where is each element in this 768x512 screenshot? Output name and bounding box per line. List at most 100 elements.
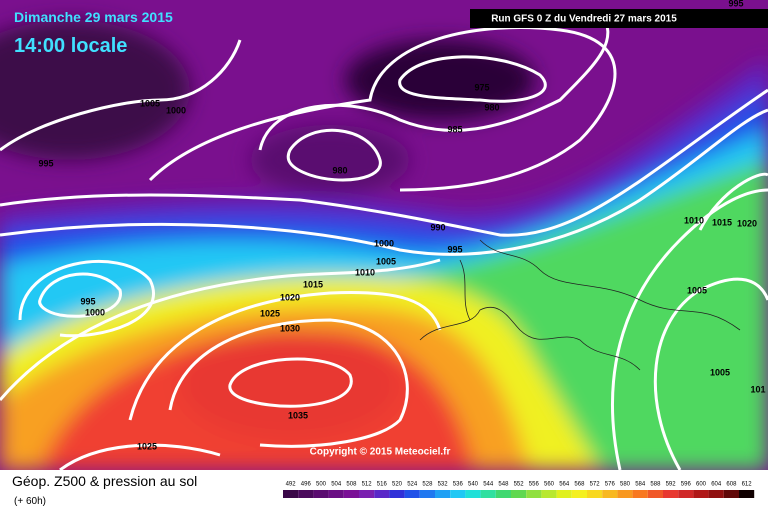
scale-label: 540 xyxy=(468,482,479,488)
isobar-label: 990 xyxy=(430,222,445,232)
scale-label: 612 xyxy=(742,482,753,488)
scale-cell xyxy=(723,490,739,498)
legend-lead: (+ 60h) xyxy=(14,496,46,507)
scale-label: 556 xyxy=(529,482,540,488)
isobar-label: 995 xyxy=(80,296,95,306)
scale-cell xyxy=(419,490,435,498)
isobar-labels: 1005100099597598098598099010009951005101… xyxy=(38,0,765,451)
scale-label: 560 xyxy=(544,482,555,488)
legend-title: Géop. Z500 & pression au sol xyxy=(12,473,197,489)
run-box xyxy=(470,9,768,28)
scale-cell xyxy=(450,490,466,498)
scale-label: 584 xyxy=(635,482,646,488)
isobar-label: 980 xyxy=(484,102,499,112)
isobar-label: 101 xyxy=(750,384,765,394)
isobar-label: 1030 xyxy=(280,323,300,333)
scale-cell xyxy=(511,490,527,498)
color-scale: 492 496 500 504 508 512 516 520 524 528 532 536 540 5… xyxy=(283,482,755,498)
scale-label: 592 xyxy=(666,482,677,488)
scale-cell xyxy=(465,490,481,498)
isobar-label: 980 xyxy=(332,165,347,175)
scale-cell xyxy=(556,490,572,498)
scale-cell xyxy=(328,490,344,498)
scale-cell xyxy=(602,490,618,498)
scale-cell xyxy=(678,490,694,498)
isobar-label: 1005 xyxy=(687,285,707,295)
isobar-label: 1020 xyxy=(737,218,757,228)
scale-cell xyxy=(495,490,511,498)
scale-label: 532 xyxy=(438,482,449,488)
isobar-label: 1005 xyxy=(376,256,396,266)
isobar-label: 1000 xyxy=(166,105,186,115)
scale-cell xyxy=(663,490,679,498)
isobar-label: 975 xyxy=(474,82,489,92)
scale-label: 508 xyxy=(346,482,357,488)
isobar-label: 995 xyxy=(447,244,462,254)
scale-label: 604 xyxy=(711,482,722,488)
scale-cell xyxy=(708,490,724,498)
isobars xyxy=(0,9,768,470)
scale-cell xyxy=(389,490,405,498)
isobar-label: 995 xyxy=(728,0,743,8)
isobar-label: 1010 xyxy=(355,267,375,277)
scale-label: 568 xyxy=(574,482,585,488)
scale-cell xyxy=(647,490,663,498)
scale-cell xyxy=(359,490,375,498)
scale-label: 608 xyxy=(726,482,737,488)
scale-label: 564 xyxy=(559,482,570,488)
field xyxy=(0,0,768,470)
scale-cell xyxy=(298,490,314,498)
scale-label: 600 xyxy=(696,482,707,488)
scale-cell xyxy=(617,490,633,498)
isobar-label: 1000 xyxy=(85,307,105,317)
scale-label: 500 xyxy=(316,482,327,488)
scale-label: 504 xyxy=(331,482,342,488)
scale-label: 572 xyxy=(590,482,601,488)
scale-cell xyxy=(632,490,648,498)
scale-label: 524 xyxy=(407,482,418,488)
scale-cell xyxy=(693,490,709,498)
isobar-label: 1000 xyxy=(374,238,394,248)
isobar-label: 1010 xyxy=(684,215,704,225)
scale-cell xyxy=(526,490,542,498)
scale-cell xyxy=(404,490,420,498)
run-info: Run GFS 0 Z du Vendredi 27 mars 2015 xyxy=(491,14,677,25)
scale-cell xyxy=(283,490,299,498)
isobar-label: 1005 xyxy=(710,367,730,377)
scale-cell xyxy=(343,490,359,498)
scale-label: 544 xyxy=(483,482,494,488)
scale-label: 492 xyxy=(286,482,297,488)
scale-label: 548 xyxy=(498,482,509,488)
scale-label: 536 xyxy=(453,482,464,488)
isobar-label: 1025 xyxy=(137,441,157,451)
date: Dimanche 29 mars 2015 xyxy=(14,9,173,25)
copyright: Copyright © 2015 Meteociel.fr xyxy=(310,447,451,458)
scale-label: 580 xyxy=(620,482,631,488)
scale-label: 552 xyxy=(514,482,525,488)
scale-cell xyxy=(480,490,496,498)
scale-label: 520 xyxy=(392,482,403,488)
scale-label: 496 xyxy=(301,482,312,488)
scale-cell xyxy=(587,490,603,498)
time: 14:00 locale xyxy=(14,35,127,57)
scale-label: 528 xyxy=(422,482,433,488)
coastlines xyxy=(419,239,741,371)
isobar-label: 1020 xyxy=(280,292,300,302)
scale-cell xyxy=(541,490,557,498)
scale-cell xyxy=(571,490,587,498)
scale-cell xyxy=(435,490,451,498)
isobar-label: 995 xyxy=(38,158,53,168)
scale-cell xyxy=(739,490,755,498)
isobar-label: 1005 xyxy=(140,98,160,108)
isobar-label: 1035 xyxy=(288,410,308,420)
isobar-label: 1025 xyxy=(260,308,280,318)
isobar-label: 1015 xyxy=(712,217,732,227)
scale-cell xyxy=(374,490,390,498)
isobar-label: 985 xyxy=(447,124,462,134)
scale-label: 596 xyxy=(681,482,692,488)
scale-label: 576 xyxy=(605,482,616,488)
scale-label: 512 xyxy=(362,482,373,488)
scale-label: 516 xyxy=(377,482,388,488)
scale-label: 588 xyxy=(650,482,661,488)
